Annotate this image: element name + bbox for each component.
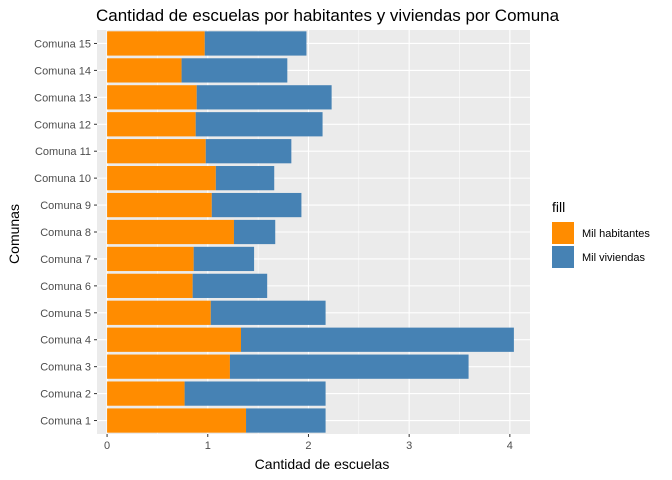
bar-mil-habitantes <box>107 246 194 272</box>
legend-swatch <box>552 222 574 244</box>
x-tick-label: 0 <box>104 440 110 452</box>
bar-mil-habitantes <box>107 300 211 325</box>
bar-mil-habitantes <box>107 85 197 110</box>
y-tick-label: Comuna 13 <box>34 92 91 104</box>
y-tick-label: Comuna 3 <box>40 362 91 374</box>
bar-mil-habitantes <box>107 354 230 379</box>
x-tick-label: 1 <box>205 440 211 452</box>
y-tick-label: Comuna 8 <box>40 227 91 239</box>
bar-mil-viviendas <box>193 246 255 272</box>
bar-mil-habitantes <box>107 112 196 137</box>
bar-mil-habitantes <box>107 139 206 164</box>
x-axis: 0 1 2 3 4 <box>104 434 513 452</box>
bars <box>107 31 514 433</box>
bar-mil-viviendas <box>181 58 288 83</box>
x-tick-label: 3 <box>406 440 412 452</box>
y-axis: Comuna 1 Comuna 2 Comuna 3 Comuna 4 Comuna 5… <box>34 38 97 428</box>
legend-label: Mil viviendas <box>582 252 645 264</box>
legend-swatch <box>552 246 574 268</box>
bar-mil-viviendas <box>229 354 469 379</box>
bar-mil-viviendas <box>233 219 276 245</box>
x-tick-label: 2 <box>305 440 311 452</box>
bar-mil-habitantes <box>107 381 185 406</box>
legend-label: Mil habitantes <box>582 228 650 240</box>
y-tick-label: Comuna 14 <box>34 65 91 77</box>
bar-mil-viviendas <box>192 273 268 298</box>
bar-mil-viviendas <box>211 192 302 218</box>
y-tick-label: Comuna 6 <box>40 281 91 293</box>
bar-mil-viviendas <box>204 31 307 56</box>
bar-mil-viviendas <box>240 327 514 352</box>
y-tick-label: Comuna 1 <box>40 416 91 428</box>
bar-mil-habitantes <box>107 327 241 352</box>
legend-title: fill <box>552 199 565 215</box>
bar-mil-habitantes <box>107 192 212 218</box>
bar-mil-viviendas <box>246 408 326 433</box>
y-tick-label: Comuna 9 <box>40 200 91 212</box>
y-tick-label: Comuna 11 <box>35 146 91 158</box>
bar-mil-viviendas <box>196 85 332 110</box>
bar-mil-habitantes <box>107 58 182 83</box>
bar-mil-habitantes <box>107 273 193 298</box>
bar-mil-viviendas <box>195 112 323 137</box>
legend: fill Mil habitantes Mil viviendas <box>552 199 650 268</box>
y-tick-label: Comuna 10 <box>34 173 91 185</box>
y-tick-label: Comuna 15 <box>34 38 91 50</box>
y-tick-label: Comuna 2 <box>40 389 91 401</box>
bar-mil-viviendas <box>205 139 292 164</box>
y-tick-label: Comuna 7 <box>40 254 91 266</box>
y-tick-label: Comuna 12 <box>34 119 91 131</box>
x-tick-label: 4 <box>507 440 513 452</box>
chart-title: Cantidad de escuelas por habitantes y vi… <box>96 6 560 25</box>
bar-mil-habitantes <box>107 166 216 191</box>
bar-mil-habitantes <box>107 219 234 245</box>
y-axis-title: Comunas <box>6 204 22 264</box>
bar-mil-habitantes <box>107 408 247 433</box>
bar-mil-viviendas <box>210 300 326 325</box>
bar-mil-habitantes <box>107 31 205 56</box>
x-axis-title: Cantidad de escuelas <box>255 456 390 472</box>
y-tick-label: Comuna 5 <box>40 308 91 320</box>
bar-mil-viviendas <box>184 381 326 406</box>
bar-mil-viviendas <box>215 166 275 191</box>
y-tick-label: Comuna 4 <box>40 335 91 347</box>
